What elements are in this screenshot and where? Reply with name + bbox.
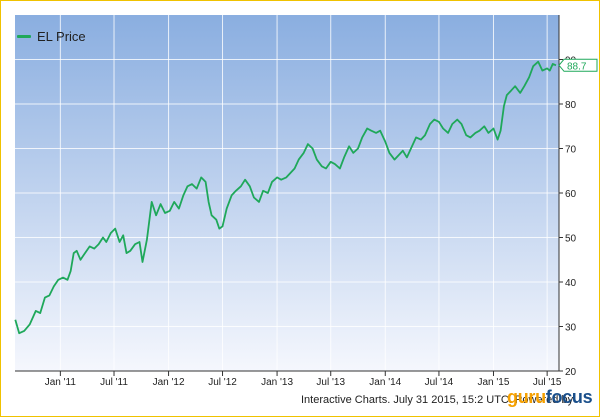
last-value-box [558,58,598,72]
x-tick-label: Jul '11 [100,377,128,388]
x-tick-label: Jul '14 [425,377,454,388]
y-tick-label: 70 [565,145,577,156]
series-line-el-price [14,60,557,335]
y-tick-label: 80 [565,100,577,111]
brand-part2: focus [545,387,593,407]
y-tick-label: 20 [565,367,577,378]
legend[interactable]: EL Price [17,29,86,44]
x-tick-label: Jul '13 [316,377,345,388]
x-tick-label: Jul '12 [208,377,237,388]
x-tick-label: Jan '12 [153,377,185,388]
legend-label: EL Price [37,29,86,44]
gurufocus-logo[interactable]: gurufocus [507,387,593,408]
value-label-layer: 88.7 [558,58,598,72]
x-tick-label: Jul '15 [533,377,562,388]
grid-lines [15,15,559,372]
y-tick-label: 30 [565,323,577,334]
legend-swatch [17,35,31,38]
last-value-label: 88.7 [567,61,587,72]
footer-text: Interactive Charts. July 31 2015, 15:2 U… [301,394,574,406]
brand-part1: guru [507,387,546,407]
x-tick-label: Jan '11 [45,377,77,388]
y-tick-label: 40 [565,278,577,289]
y-tick-label: 50 [565,234,577,245]
series-layer [14,60,557,335]
x-tick-label: Jan '15 [478,377,510,388]
x-tick-label: Jan '14 [369,377,401,388]
x-tick-label: Jan '13 [261,377,293,388]
y-tick-label: 60 [565,189,577,200]
